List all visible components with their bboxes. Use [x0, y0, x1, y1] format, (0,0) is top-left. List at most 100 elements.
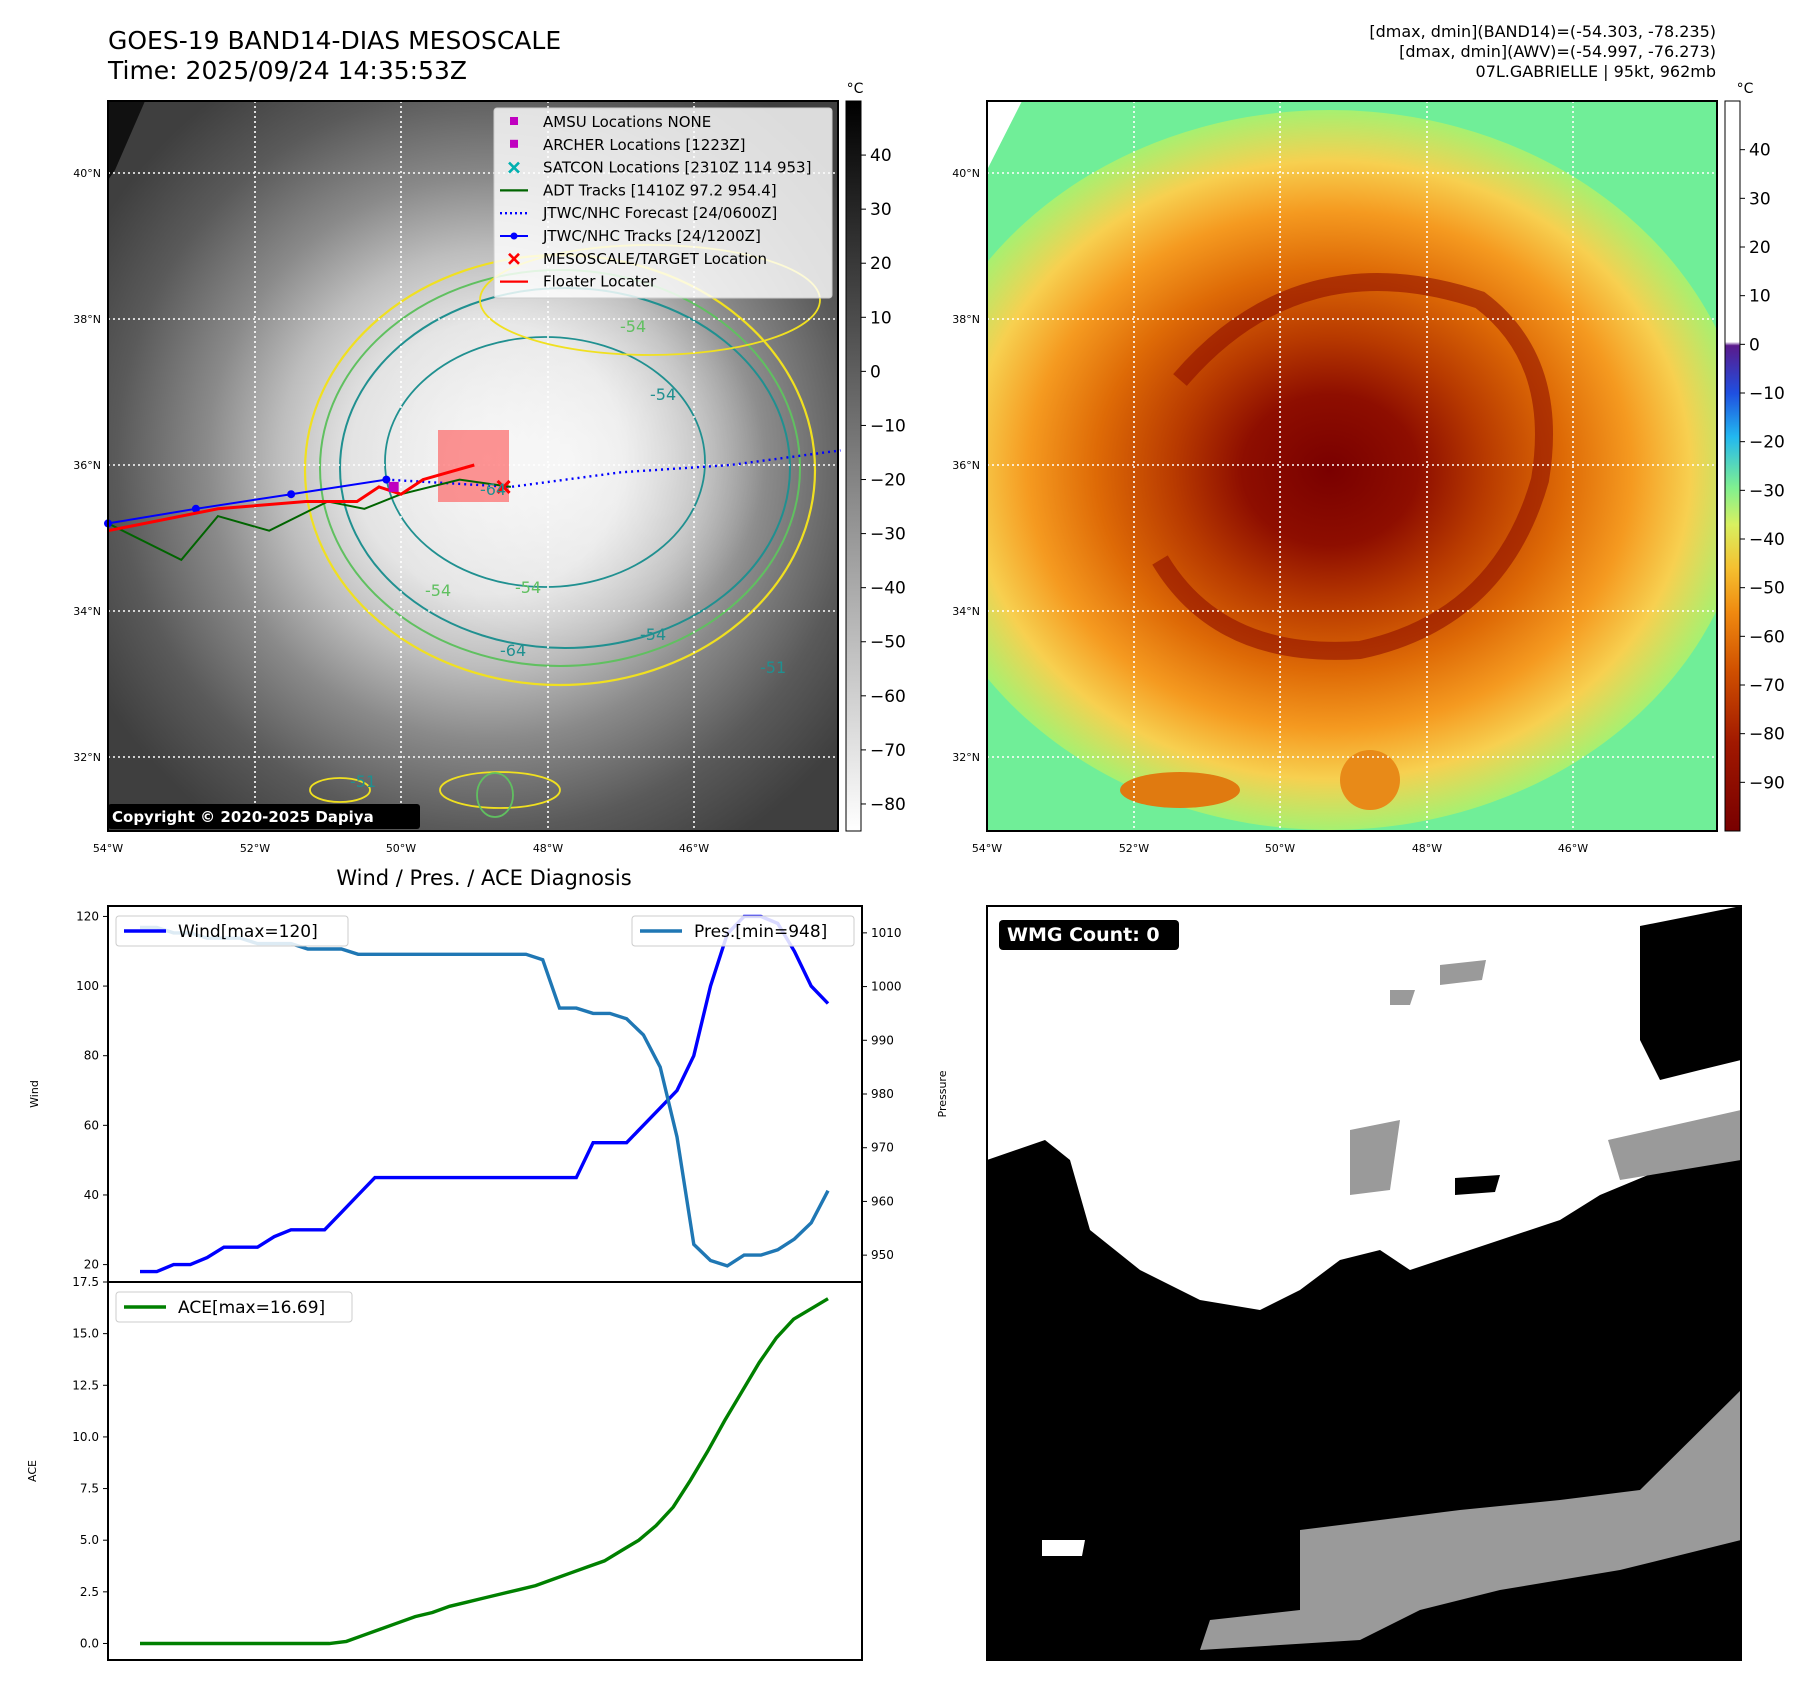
- ace-series-line: [140, 1297, 829, 1646]
- pressure-tick-label: 990: [871, 1033, 894, 1047]
- colorbar-tick-label: 30: [870, 200, 892, 220]
- lat-tick-label: 34°N: [73, 605, 101, 618]
- legend-label: MESOSCALE/TARGET Location: [543, 250, 767, 268]
- colorbar-tick-label: 40: [870, 146, 892, 166]
- wmg-count-box: [999, 920, 1179, 950]
- colorbar-tick-label: −90: [1749, 773, 1785, 793]
- figure-time: Time: 2025/09/24 14:35:53Z: [108, 56, 467, 85]
- legend-label: AMSU Locations NONE: [543, 113, 711, 131]
- wind-legend-box: [115, 915, 349, 947]
- colorbar-tick-label: −10: [1749, 384, 1785, 404]
- colorbar-tick-label: 20: [1749, 238, 1771, 258]
- pressure-tick-label: 950: [871, 1248, 894, 1262]
- ir-map-tracks: [104, 449, 841, 562]
- lat-tick-label: 32°N: [952, 751, 980, 764]
- colorbar-tick-label: 10: [870, 308, 892, 328]
- colorbar-tick-label: −80: [870, 795, 906, 815]
- legend-label: ADT Tracks [1410Z 97.2 954.4]: [543, 181, 777, 199]
- wind-tick-label: 20: [84, 1258, 99, 1272]
- lat-tick-label: 32°N: [73, 751, 101, 764]
- pressure-legend-label: Pres.[min=948]: [694, 922, 827, 942]
- lat-tick-label: 36°N: [73, 459, 101, 472]
- legend-label: SATCON Locations [2310Z 114 953]: [543, 159, 811, 177]
- x-marker-icon: [508, 161, 520, 174]
- copyright-text: Copyright © 2020-2025 Dapiya: [112, 808, 374, 826]
- wind-axis-label: Wind: [28, 1080, 41, 1108]
- wind-legend-label: Wind[max=120]: [178, 922, 318, 942]
- pressure-tick-label: 970: [871, 1141, 894, 1155]
- lon-tick-label: 54°W: [93, 842, 123, 855]
- lon-tick-label: 54°W: [972, 842, 1002, 855]
- line-dot-icon: [510, 232, 518, 240]
- copyright-box: [108, 804, 420, 829]
- wmg-count-label: WMG Count: 0: [1007, 924, 1160, 946]
- colorbar-tick-label: 10: [1749, 287, 1771, 307]
- colorbar-tick-label: 40: [1749, 141, 1771, 161]
- ace-tick-label: 7.5: [80, 1482, 99, 1496]
- ace-tick-label: 15.0: [72, 1327, 99, 1341]
- pressure-tick-label: 960: [871, 1194, 894, 1208]
- info-block: [dmax, dmin](BAND14)=(-54.303, -78.235) …: [1116, 22, 1716, 82]
- colorbar-tick-label: −70: [1749, 676, 1785, 696]
- colorbar-tick-label: 0: [870, 362, 881, 382]
- ir-map-legend: AMSU Locations NONE ARCHER Locations [122…: [493, 107, 833, 299]
- colorbar-tick-label: −50: [870, 633, 906, 653]
- ir-colorbar-unit: °C: [847, 81, 864, 97]
- wind-tick-label: 60: [84, 1118, 99, 1132]
- ace-tick-label: 17.5: [72, 1275, 99, 1289]
- colorbar-tick-label: 0: [1749, 335, 1760, 355]
- info-line-storm: 07L.GABRIELLE | 95kt, 962mb: [1475, 62, 1716, 81]
- wind-tick-label: 120: [76, 909, 99, 923]
- lat-tick-label: 40°N: [73, 167, 101, 180]
- wmg-panel: WMG Count: 0: [986, 905, 1742, 1661]
- lon-tick-label: 50°W: [386, 842, 416, 855]
- lat-tick-label: 36°N: [952, 459, 980, 472]
- info-line-awv: [dmax, dmin](AWV)=(-54.997, -76.273): [1399, 42, 1716, 61]
- colorbar-tick-label: 30: [1749, 189, 1771, 209]
- pressure-tick-label: 980: [871, 1087, 894, 1101]
- contour-label: -54: [425, 581, 451, 600]
- lon-tick-label: 52°W: [1119, 842, 1149, 855]
- wind-series-line: [140, 914, 830, 1274]
- archer-location-marker: [388, 481, 399, 492]
- lon-tick-label: 50°W: [1265, 842, 1295, 855]
- wind-tick-label: 40: [84, 1188, 99, 1202]
- forecast-track-line: [386, 449, 841, 489]
- jtwc-track-point: [287, 490, 296, 499]
- legend-label: JTWC/NHC Tracks [24/1200Z]: [542, 227, 761, 245]
- figure-title: GOES-19 BAND14-DIAS MESOSCALE: [108, 26, 562, 55]
- wv-colorbar-unit: °C: [1737, 81, 1754, 97]
- ir-map-panel: 54°W 52°W 50°W 48°W 46°W 40°N 38°N 36°N 34°N 32°N…: [73, 100, 841, 855]
- legend-label: Floater Locater: [543, 273, 657, 291]
- wind-pressure-chart: 20 40 60 80 100 120 950 960 970 980 990 1000 1010 Win…: [28, 905, 949, 1283]
- colorbar-tick-label: 20: [870, 254, 892, 274]
- colorbar-tick-label: −30: [870, 525, 906, 545]
- contour-label: -64: [500, 641, 526, 660]
- contour-label: -64: [480, 480, 506, 499]
- pressure-legend-box: [631, 915, 855, 947]
- colorbar-tick-label: −80: [1749, 725, 1785, 745]
- ir-colorbar: °C 40 30 20 10 0 −10 −20 −30 −40 −50 −60 −70 −80: [845, 81, 906, 832]
- contour-label: -51: [760, 658, 786, 677]
- square-marker-icon: [510, 139, 518, 148]
- ace-tick-label: 5.0: [80, 1533, 99, 1547]
- pressure-tick-label: 1000: [871, 980, 902, 994]
- ace-legend-box: [115, 1291, 353, 1323]
- colorbar-tick-label: −20: [1749, 433, 1785, 453]
- colorbar-tick-label: −30: [1749, 481, 1785, 501]
- colorbar-tick-label: −10: [870, 416, 906, 436]
- lat-tick-label: 38°N: [73, 313, 101, 326]
- contour-label: -51: [350, 772, 376, 791]
- contour-label: -54: [650, 385, 676, 404]
- wv-map-gridlines: 54°W 52°W 50°W 48°W 46°W 40°N 38°N 36°N 34°N 32°N: [952, 101, 1717, 855]
- wv-map-panel: 54°W 52°W 50°W 48°W 46°W 40°N 38°N 36°N 34°N 32°N: [952, 100, 1718, 855]
- ace-tick-label: 0.0: [80, 1636, 99, 1650]
- ace-legend-label: ACE[max=16.69]: [178, 1298, 325, 1318]
- wind-tick-label: 100: [76, 979, 99, 993]
- lat-tick-label: 40°N: [952, 167, 980, 180]
- ir-contour-labels: -54 -54 -64 -54 -54 -64 -54 -51 -51: [350, 317, 786, 791]
- jtwc-track-point: [191, 504, 200, 513]
- lon-tick-label: 46°W: [679, 842, 709, 855]
- lat-tick-label: 34°N: [952, 605, 980, 618]
